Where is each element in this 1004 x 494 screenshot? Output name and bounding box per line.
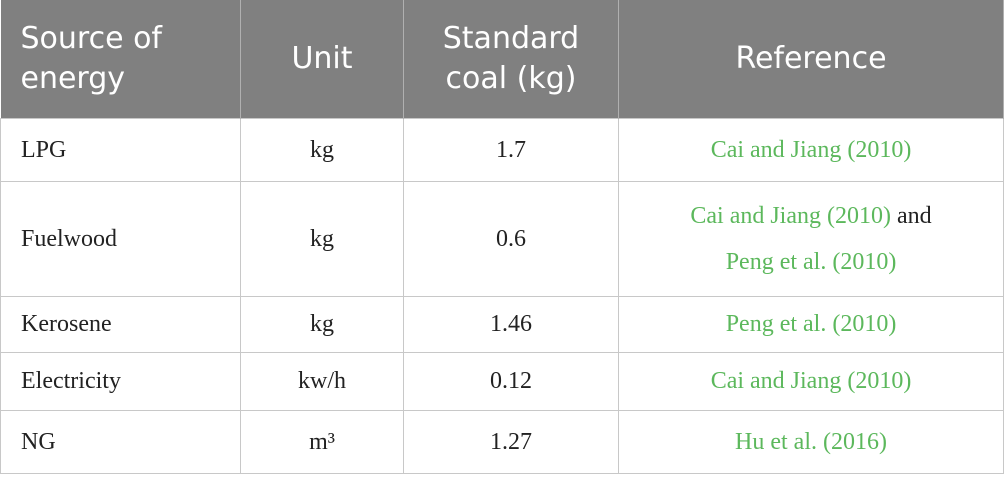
table-body: LPG kg 1.7 Cai and Jiang (2010) Fuelwood kg 0.…	[0, 117, 1004, 474]
coal-cell: 0.12	[403, 351, 619, 411]
coal-text: 0.12	[490, 368, 532, 394]
reference-joiner: and	[896, 202, 932, 229]
table-row: NG m³ 1.27 Hu et al. (2016)	[0, 409, 1004, 474]
source-cell: Electricity	[0, 351, 241, 411]
coal-text: 1.46	[490, 311, 532, 337]
header-cell: Unit	[240, 0, 404, 118]
reference-cell: Cai and Jiang (2010)	[618, 117, 1004, 182]
unit-text: kg	[310, 136, 334, 163]
reference-text: Peng et al. (2010)	[725, 311, 897, 337]
table-row: Electricity kw/h 0.12 Cai and Jiang (2010)	[0, 351, 1004, 411]
reference-cell: Peng et al. (2010)	[618, 295, 1004, 353]
coal-text: 1.27	[490, 428, 532, 455]
source-cell: Fuelwood	[0, 180, 241, 297]
reference-cell: Cai and Jiang (2010)	[618, 351, 1004, 411]
table-row: LPG kg 1.7 Cai and Jiang (2010)	[0, 117, 1004, 182]
table-row: Kerosene kg 1.46 Peng et al. (2010)	[0, 295, 1004, 353]
table-header: Source of energy Unit Standard coal (kg)…	[0, 0, 1004, 118]
reference-text: Peng et al. (2010)	[725, 248, 897, 275]
reference-cell: Hu et al. (2016)	[618, 409, 1004, 474]
source-text: Kerosene	[21, 311, 112, 337]
unit-cell: kg	[240, 180, 404, 297]
reference-text: Cai and Jiang (2010)	[710, 368, 912, 394]
coal-text: 0.6	[496, 225, 526, 252]
source-text: Fuelwood	[21, 225, 117, 252]
reference-text: Cai and Jiang (2010)	[710, 136, 912, 163]
header-cell: Reference	[618, 0, 1004, 118]
unit-text: kw/h	[298, 368, 346, 394]
unit-text: kg	[310, 311, 334, 337]
unit-text: kg	[310, 225, 334, 252]
source-text: NG	[21, 428, 56, 455]
table-row: Fuelwood kg 0.6 Cai and Jiang (2010) and Pen…	[0, 180, 1004, 297]
unit-cell: m³	[240, 409, 404, 474]
header-cell: Standard coal (kg)	[403, 0, 619, 118]
energy-table: Source of energy Unit Standard coal (kg)…	[0, 0, 1004, 474]
unit-cell: kw/h	[240, 351, 404, 411]
coal-cell: 1.46	[403, 295, 619, 353]
header-cell: Source of energy	[0, 0, 241, 118]
coal-text: 1.7	[496, 136, 526, 163]
coal-cell: 1.27	[403, 409, 619, 474]
reference-text: Hu et al. (2016)	[735, 428, 887, 455]
header-row: Source of energy Unit Standard coal (kg)…	[0, 0, 1004, 118]
unit-cell: kg	[240, 117, 404, 182]
source-text: LPG	[21, 136, 67, 163]
source-text: Electricity	[21, 368, 121, 394]
source-cell: LPG	[0, 117, 241, 182]
coal-cell: 1.7	[403, 117, 619, 182]
reference-text: Cai and Jiang (2010)	[690, 202, 891, 229]
source-cell: Kerosene	[0, 295, 241, 353]
reference-cell: Cai and Jiang (2010) and Peng et al. (201…	[618, 180, 1004, 297]
source-cell: NG	[0, 409, 241, 474]
unit-cell: kg	[240, 295, 404, 353]
unit-text: m³	[309, 428, 335, 455]
coal-cell: 0.6	[403, 180, 619, 297]
